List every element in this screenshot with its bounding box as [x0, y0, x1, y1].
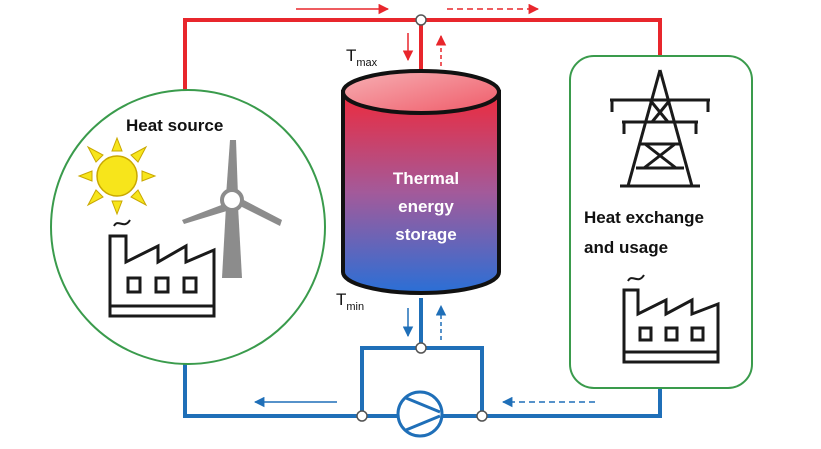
hot-junction: [415, 14, 427, 26]
heat-usage-box: [569, 55, 753, 389]
t-max-label: Tmax: [346, 46, 378, 69]
sun-icon: [77, 136, 157, 216]
usage-label-line1: Heat exchange: [584, 208, 704, 227]
tank-label-line3: storage: [395, 225, 456, 244]
pump-icon: [396, 390, 444, 438]
tank-label-line2: energy: [398, 197, 454, 216]
cold-junction-top: [415, 342, 427, 354]
usage-label-line2: and usage: [584, 238, 668, 257]
tank-label-line1: Thermal: [393, 169, 459, 188]
wind-turbine-icon: [182, 140, 282, 278]
cold-junction-left: [356, 410, 368, 422]
thermal-storage-tank: [341, 69, 501, 295]
factory-icon: [108, 219, 216, 318]
factory-icon-usage: [622, 274, 720, 364]
cold-junction-right: [476, 410, 488, 422]
power-pylon-icon: [610, 69, 710, 188]
t-min-label: Tmin: [336, 290, 364, 313]
heat-source-label: Heat source: [126, 116, 223, 135]
